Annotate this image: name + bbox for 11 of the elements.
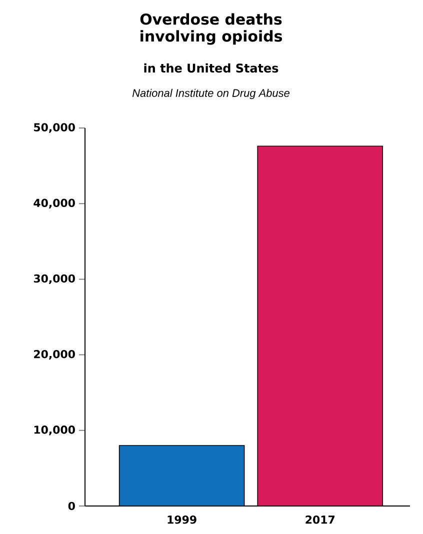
x-tick-label: 2017 xyxy=(306,516,334,524)
y-tick-label: 40,000 xyxy=(34,198,75,208)
y-tick-label: 50,000 xyxy=(34,123,75,133)
text: National Institute on Drug Abuse xyxy=(132,88,290,100)
chart-title: Overdose deaths involving opioids xyxy=(140,13,282,45)
y-tick-label: 0 xyxy=(68,502,75,510)
y-tick-label: 10,000 xyxy=(34,426,75,436)
x-tick-label: 1999 xyxy=(168,516,196,524)
y-tick-label: 30,000 xyxy=(34,274,75,284)
y-tick-label: 20,000 xyxy=(34,350,75,360)
chart-subtitle: in the United States xyxy=(144,63,278,73)
